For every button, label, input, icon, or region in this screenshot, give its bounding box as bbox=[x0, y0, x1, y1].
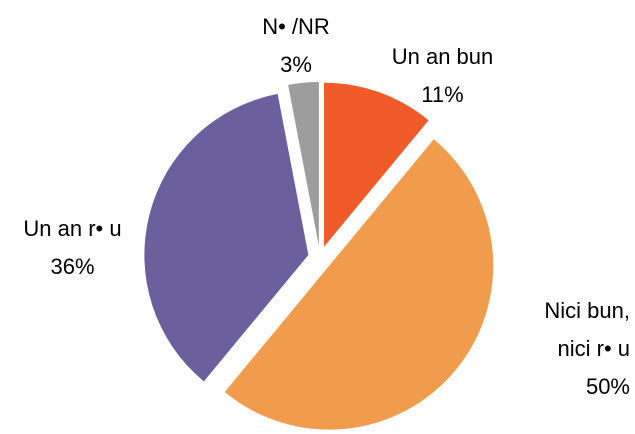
category-label: Nici bun, nici r• u bbox=[544, 298, 630, 361]
pie-slice bbox=[324, 82, 429, 247]
category-label: Un an r• u bbox=[23, 216, 122, 241]
slice-label: Un an r• u 36% bbox=[0, 210, 145, 286]
value-label: 36% bbox=[50, 254, 95, 279]
category-label: N• /NR bbox=[262, 14, 330, 39]
value-label: 3% bbox=[280, 52, 312, 77]
slice-label: Un an bun 11% bbox=[370, 38, 515, 114]
slice-label: Nici bun, nici r• u 50% bbox=[515, 292, 630, 406]
pie-slice bbox=[224, 139, 494, 430]
pie-slice bbox=[288, 82, 319, 247]
pie-slice bbox=[144, 93, 309, 382]
category-label: Un an bun bbox=[391, 44, 494, 69]
value-label: 11% bbox=[421, 82, 464, 107]
value-label: 50% bbox=[585, 374, 630, 399]
slice-label: N• /NR 3% bbox=[236, 8, 356, 84]
